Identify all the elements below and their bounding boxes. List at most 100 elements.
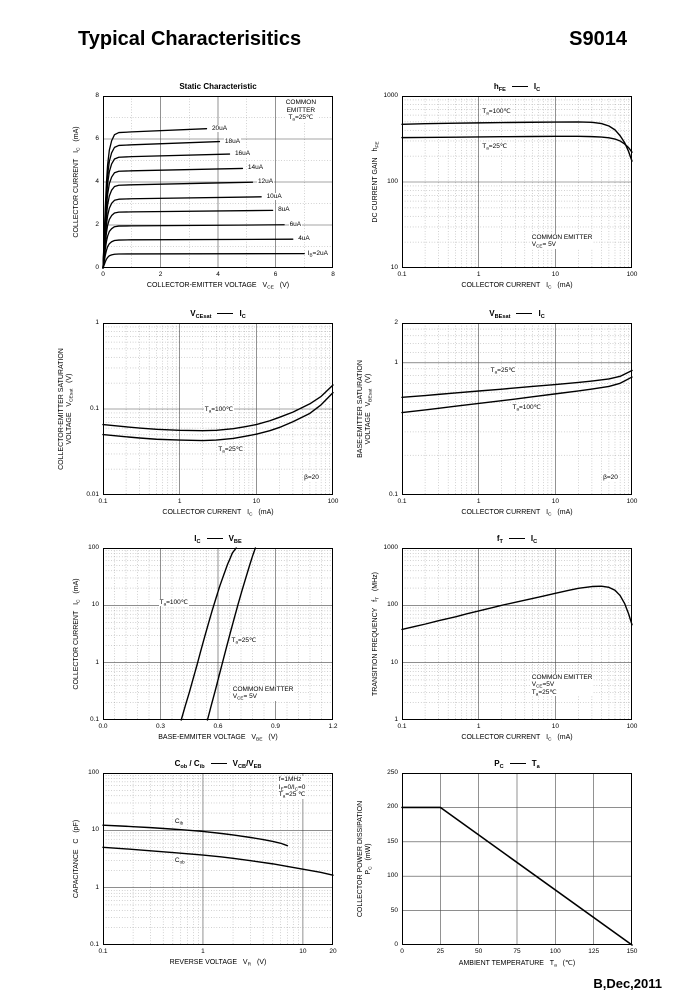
plot-area-ft-ic bbox=[401, 548, 633, 720]
chart-title-ic-vbe: IC VBE bbox=[194, 534, 242, 545]
x-axis-label-cob-cib-vr: REVERSE VOLTAGE VR (V) bbox=[169, 959, 267, 968]
x-tick-label: 8 bbox=[331, 271, 335, 278]
series-label: Ta=25℃ bbox=[230, 636, 258, 645]
curve-static-characteristic-ib-6ua bbox=[102, 224, 285, 269]
curve-vbesat-ic-ta-100c bbox=[401, 376, 633, 414]
title-dash bbox=[511, 86, 528, 87]
x-tick-label: 10 bbox=[551, 723, 559, 730]
x-tick-label: 0 bbox=[400, 948, 404, 955]
x-tick-label: 100 bbox=[626, 498, 638, 505]
y-tick-label: 10 bbox=[91, 826, 99, 834]
chart-title-vbesat-ic: VBEsat IC bbox=[489, 309, 545, 320]
series-label: 6uA bbox=[288, 220, 303, 228]
y-tick-label: 0.1 bbox=[89, 405, 99, 412]
x-tick-label: 1 bbox=[177, 498, 182, 505]
x-tick-label: 75 bbox=[513, 948, 521, 955]
plot-border bbox=[402, 548, 632, 720]
curve-pc-ta-pc bbox=[401, 806, 633, 946]
x-tick-label: 0.0 bbox=[98, 723, 108, 730]
x-tick-label: 100 bbox=[626, 271, 638, 278]
y-tick-label: 4 bbox=[95, 178, 99, 185]
y-axis-label-cob-cib-vr: CAPACITANCE C (pF) bbox=[73, 819, 80, 899]
series-label: Ta=100℃ bbox=[203, 406, 235, 414]
series-label: Ta=25℃ bbox=[481, 142, 509, 151]
chart-cob-cib-vr: Cob / Cib VCB/VEB 0.1 1 10 100 0.1 1 10 20 REVERSE… bbox=[45, 759, 345, 977]
x-tick-label: 100 bbox=[327, 498, 339, 505]
x-tick-label: 4 bbox=[216, 271, 220, 278]
x-tick-label: 1 bbox=[476, 723, 481, 730]
curve-cob-cib-vr-cob bbox=[102, 846, 334, 876]
page-title: Typical Characterisitics bbox=[78, 28, 302, 50]
title-dash bbox=[217, 313, 234, 314]
y-tick-label: 1 bbox=[95, 319, 99, 326]
x-tick-label: 20 bbox=[329, 948, 337, 955]
series-label: Ta=25℃ bbox=[489, 367, 517, 376]
series-label: Ta=25℃ bbox=[217, 445, 245, 454]
title-dash bbox=[508, 538, 525, 539]
series-label: 18uA bbox=[223, 137, 242, 145]
y-tick-label: 100 bbox=[387, 601, 398, 609]
series-label: 20uA bbox=[210, 124, 229, 132]
x-axis-label-ft-ic: COLLECTOR CURRENT IC (mA) bbox=[461, 734, 573, 743]
x-tick-label: 150 bbox=[626, 948, 638, 955]
curve-ft-ic-ft bbox=[401, 585, 633, 631]
y-tick-label: 8 bbox=[95, 92, 99, 99]
x-axis-label-hfe-ic: COLLECTOR CURRENT IC (mA) bbox=[461, 282, 573, 291]
y-axis-label-ic-vbe: COLLECTOR CURRENT IC (mA) bbox=[73, 578, 82, 690]
x-axis-label-ic-vbe: BASE-EMMITER VOLTAGE VBE (V) bbox=[158, 734, 278, 743]
series-label: IB=2uA bbox=[306, 249, 329, 258]
curve-static-characteristic-ib-4ua bbox=[102, 238, 294, 269]
title-dash bbox=[210, 763, 227, 764]
chart-title-cob-cib-vr: Cob / Cib VCB/VEB bbox=[174, 759, 262, 770]
plot-area-hfe-ic bbox=[401, 96, 633, 268]
plot-border bbox=[103, 773, 333, 945]
x-tick-label: 10 bbox=[551, 271, 559, 278]
x-tick-label: 0.9 bbox=[270, 723, 281, 730]
chart-ft-ic: fT IC 1 10 100 1000 0.1 1 10 100 COLLECTOR CURRENT… bbox=[344, 534, 644, 752]
annotation: β=20 bbox=[303, 474, 320, 482]
curve-vcesat-ic-ta-25c bbox=[102, 391, 334, 442]
chart-title-vcesat-ic: VCEsat IC bbox=[190, 309, 246, 320]
y-tick-label: 0.01 bbox=[86, 491, 99, 498]
y-axis-label-hfe-ic: DC CURRENT GAIN hFE bbox=[372, 141, 381, 223]
x-axis-label-vbesat-ic: COLLECTOR CURRENT IC (mA) bbox=[461, 509, 573, 518]
y-axis-label-vbesat-ic: BASE-EMITTER SATURATION VOLTAGE VBEsat (V… bbox=[357, 360, 374, 458]
y-axis-label-ft-ic: TRANSITION FREQUENCY fT (MHz) bbox=[372, 572, 381, 696]
y-tick-label: 1 bbox=[394, 358, 398, 366]
series-label: 8uA bbox=[277, 206, 291, 214]
y-tick-label: 100 bbox=[387, 178, 398, 185]
x-tick-label: 100 bbox=[626, 723, 638, 730]
plot-area-vbesat-ic bbox=[401, 323, 633, 495]
series-label: Ta=100℃ bbox=[481, 107, 512, 116]
x-tick-label: 0.1 bbox=[397, 723, 407, 730]
x-tick-label: 10 bbox=[551, 498, 559, 505]
curve-hfe-ic-ta-25c bbox=[401, 135, 633, 153]
series-label: 12uA bbox=[256, 178, 275, 186]
y-tick-label: 0 bbox=[95, 264, 99, 271]
chart-title-ft-ic: fT IC bbox=[496, 534, 538, 545]
y-tick-label: 10 bbox=[91, 601, 99, 609]
y-tick-label: 0.1 bbox=[89, 716, 99, 723]
curve-vcesat-ic-ta-100c bbox=[102, 384, 334, 432]
chart-hfe-ic: hFE IC 10 100 1000 0.1 1 10 100 COLLECTOR CURRENT… bbox=[344, 82, 644, 300]
x-tick-label: 1.2 bbox=[328, 723, 338, 730]
title-dash bbox=[516, 313, 533, 314]
x-tick-label: 0.3 bbox=[155, 723, 166, 730]
annotation: COMMON EMITTER Ta=25℃ bbox=[284, 99, 318, 123]
annotation: COMMON EMITTER VCE= 5V bbox=[530, 233, 594, 249]
chart-pc-ta: PC Ta 0 50 100 150 200 250 0 25 50 75 100 125 150 AMBIE… bbox=[344, 759, 644, 977]
y-tick-label: 100 bbox=[88, 769, 99, 776]
x-tick-label: 0.1 bbox=[98, 498, 108, 505]
x-tick-label: 0.1 bbox=[397, 498, 407, 505]
x-tick-label: 0.1 bbox=[98, 948, 108, 955]
x-tick-label: 6 bbox=[273, 271, 278, 278]
x-tick-label: 1 bbox=[476, 498, 481, 505]
title-dash bbox=[509, 763, 526, 764]
series-label: Ta=100℃ bbox=[158, 598, 190, 607]
chart-ic-vbe: IC VBE 0.1 1 10 100 0.0 0.3 0.6 0.9 1.2 BASE-EMMITE… bbox=[45, 534, 345, 752]
curve-static-characteristic-ib-18ua bbox=[102, 140, 221, 269]
chart-vbesat-ic: VBEsat IC 0.1 1 2 0.1 1 10 100 COLLECTOR CURRENT … bbox=[344, 309, 644, 527]
y-axis-label-pc-ta: COLLECTOR POWER DISSIPATION PC (mW) bbox=[357, 800, 374, 918]
y-tick-label: 1 bbox=[95, 658, 99, 666]
